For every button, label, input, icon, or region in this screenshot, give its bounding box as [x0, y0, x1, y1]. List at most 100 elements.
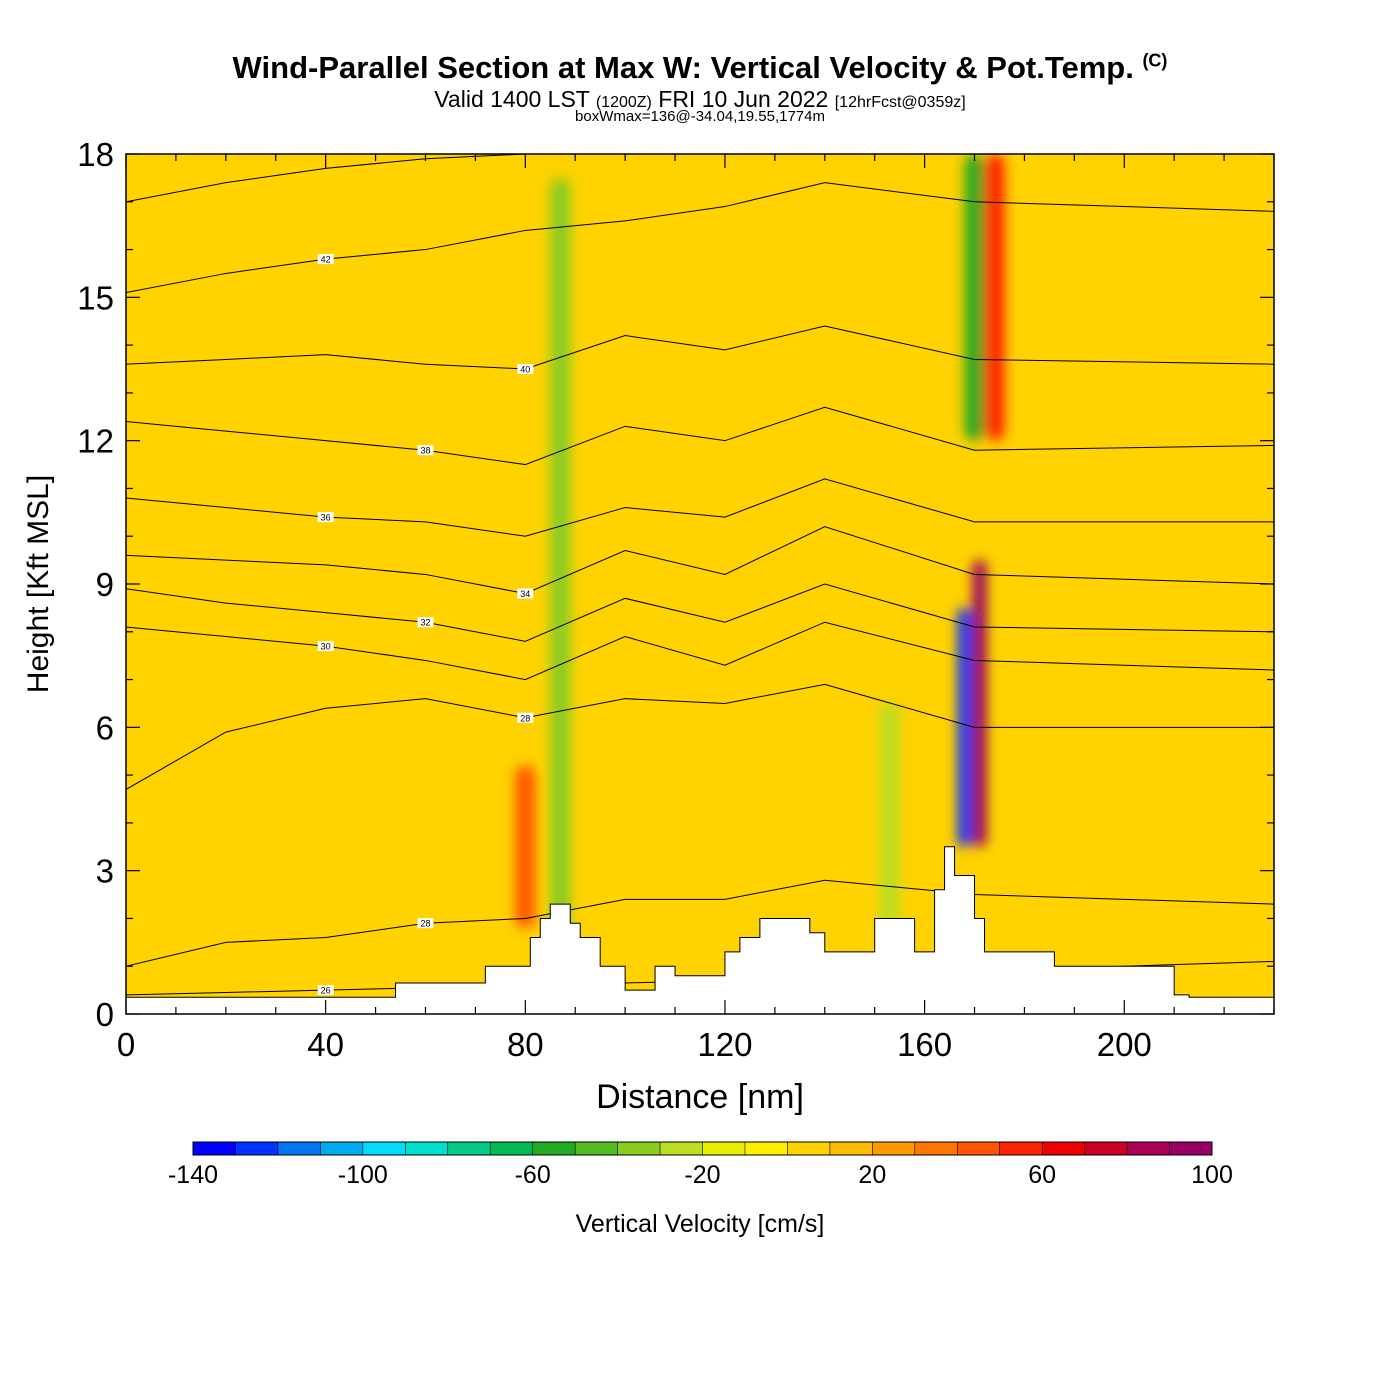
colorbar-segment: [829, 1142, 873, 1155]
theta-label-bg: [317, 641, 334, 652]
plot-area: 26 28 28 30 32 34 36 38 40 42: [126, 154, 1274, 1014]
copyright-mark: (C): [1142, 50, 1168, 71]
colorbar-segment: [1127, 1142, 1171, 1155]
theta-contour: [126, 683, 1274, 790]
y-tick-label: 9: [96, 566, 114, 603]
colorbar-segment: [957, 1142, 1001, 1155]
colorbar-segment: [320, 1142, 364, 1155]
theta-contours: 26 28 28 30 32 34 36 38 40 42: [126, 154, 1274, 996]
y-tick-label: 15: [77, 279, 114, 316]
colorbar-tick-label: -140: [168, 1161, 218, 1189]
w-feature-downdraft-core-168: [957, 607, 972, 847]
y-tick-label: 3: [96, 853, 114, 890]
theta-label-bg: [517, 588, 534, 599]
theta-label-bg: [317, 985, 334, 996]
chart-subtitle: Valid 1400 LST (1200Z) FRI 10 Jun 2022 […: [0, 86, 1400, 113]
colorbar-tick-label: 60: [1028, 1161, 1056, 1189]
x-tick-label: 160: [897, 1026, 952, 1063]
theta-contour-label: 40: [520, 365, 530, 375]
theta-contour-label: 28: [420, 919, 430, 929]
theta-contour-label: 26: [321, 986, 331, 996]
theta-contour: [126, 526, 1274, 595]
forecast-info: [12hrFcst@0359z]: [834, 94, 966, 111]
theta-label-bg: [417, 617, 434, 628]
valid-date: FRI 10 Jun 2022: [658, 86, 829, 112]
colorbar-segment: [702, 1142, 746, 1155]
theta-contour: [126, 154, 1274, 203]
theta-contour-label: 38: [420, 446, 430, 456]
colorbar-segment: [1042, 1142, 1086, 1155]
chart-title: Wind-Parallel Section at Max W: Vertical…: [0, 50, 1400, 86]
y-tick-label: 18: [77, 136, 114, 173]
colorbar-segment: [575, 1142, 619, 1155]
colorbar-segment: [235, 1142, 279, 1155]
w-feature-downdraft-band-153: [879, 703, 900, 943]
theta-contour: [126, 406, 1274, 466]
theta-label-bg: [317, 512, 334, 523]
theta-contour: [126, 621, 1274, 681]
theta-label-bg: [517, 364, 534, 374]
x-tick-label: 0: [117, 1026, 135, 1063]
colorbar-segment: [193, 1142, 236, 1155]
colorbar: -140 -100 -60 -20 20 60 100: [168, 1141, 1233, 1189]
colorbar-tick-label: -60: [515, 1161, 551, 1189]
theta-contour: [126, 478, 1274, 537]
w-features: [515, 154, 1005, 976]
colorbar-label: Vertical Velocity [cm/s]: [576, 1210, 825, 1238]
y-tick-label: 6: [96, 709, 114, 746]
colorbar-segment: [872, 1142, 916, 1155]
colorbar-segment: [277, 1142, 321, 1155]
theta-label-bg: [517, 712, 534, 723]
theta-label-bg: [317, 254, 334, 265]
colorbar-segment: [362, 1142, 406, 1155]
colorbar-segment: [532, 1142, 576, 1155]
valid-zulu: (1200Z): [595, 94, 652, 111]
w-feature-downdraft-upper-170: [964, 154, 985, 441]
theta-contour-label: 34: [520, 589, 530, 599]
colorbar-segment: [1084, 1142, 1128, 1155]
colorbar-segment: [405, 1142, 449, 1155]
colorbar-segment: [617, 1142, 661, 1155]
theta-contour-label: 30: [321, 642, 331, 652]
chart-title-text: Wind-Parallel Section at Max W: Vertical…: [232, 50, 1134, 85]
colorbar-segment: [787, 1142, 831, 1155]
box-wmax-info: boxWmax=136@-34.04,19.55,1774m: [575, 108, 825, 125]
theta-contour-label: 42: [321, 255, 331, 265]
colorbar-tick-label: -100: [338, 1161, 388, 1189]
terrain: [126, 846, 1274, 1014]
theta-label-bg: [417, 445, 434, 456]
colorbar-segment: [660, 1142, 703, 1155]
theta-contour: [126, 182, 1274, 294]
y-tick-label: 12: [77, 423, 114, 460]
w-feature-updraft-west-ridge: [515, 765, 536, 928]
theta-contour-label: 36: [321, 513, 331, 523]
theta-contour: [126, 325, 1274, 370]
theta-contour: [126, 879, 1274, 967]
x-tick-label: 200: [1097, 1026, 1152, 1063]
theta-contour-label: 32: [420, 618, 430, 628]
colorbar-segment: [999, 1142, 1043, 1155]
theta-contour-label: 28: [520, 713, 530, 723]
x-tick-label: 40: [307, 1026, 344, 1063]
w-feature-updraft-upper-174: [984, 154, 1005, 441]
x-axis-label: Distance [nm]: [596, 1078, 804, 1116]
valid-time: Valid 1400 LST: [434, 86, 590, 112]
colorbar-tick-label: -20: [684, 1161, 720, 1189]
w-feature-updraft-core-171: [972, 560, 987, 847]
colorbar-tick-label: 20: [858, 1161, 886, 1189]
colorbar-segment: [447, 1142, 491, 1155]
w-feature-downdraft-band-87: [550, 177, 571, 976]
x-tick-label: 80: [507, 1026, 544, 1063]
colorbar-tick-label: 100: [1191, 1161, 1233, 1189]
colorbar-segment: [490, 1142, 534, 1155]
theta-contour: [126, 583, 1274, 642]
w-field-background: [126, 154, 1274, 1014]
colorbar-segment: [744, 1142, 788, 1155]
colorbar-segment: [1169, 1142, 1213, 1155]
y-tick-label: 0: [96, 996, 114, 1033]
x-tick-label: 120: [697, 1026, 752, 1063]
theta-label-bg: [417, 918, 434, 929]
colorbar-segment: [914, 1142, 958, 1155]
